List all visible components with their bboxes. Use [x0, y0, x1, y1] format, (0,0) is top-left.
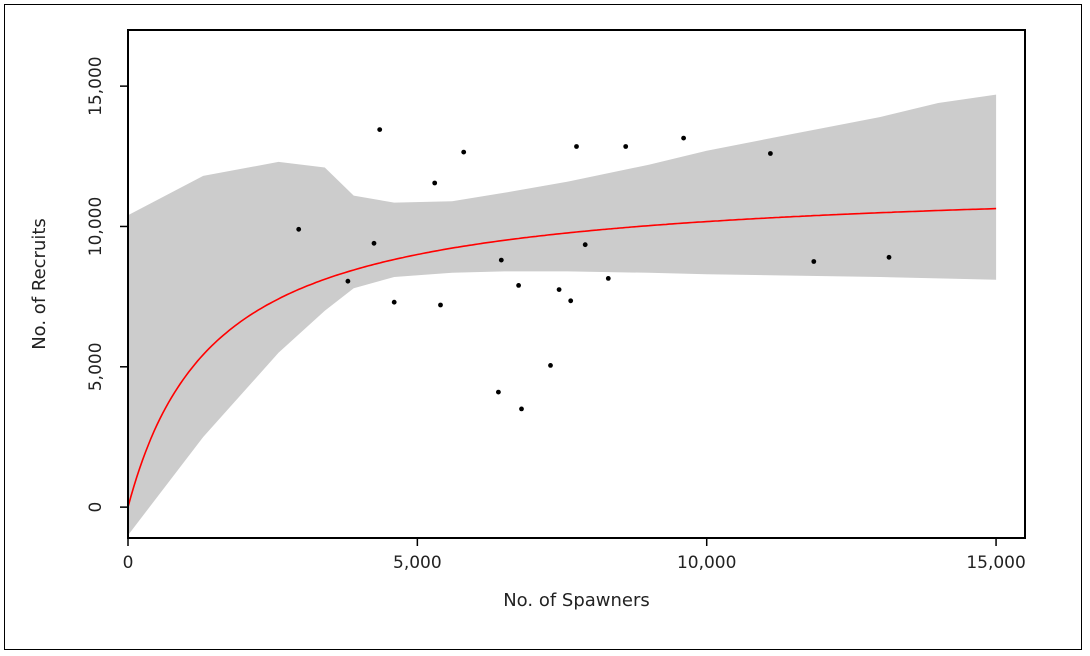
x-tick-label: 5,000 [393, 553, 442, 573]
data-point [461, 149, 467, 155]
data-point [438, 302, 443, 308]
data-point [548, 363, 553, 368]
data-point [623, 144, 629, 149]
axes-layer: 0 5,000 10,000 15,000 0 5,000 10,000 15,000 [86, 56, 1026, 573]
fit-curve [128, 207, 997, 508]
data-point [432, 180, 438, 186]
data-point [582, 242, 588, 248]
confidence-band-layer [128, 94, 997, 536]
fit-curve-layer [128, 207, 997, 508]
data-point [345, 278, 351, 284]
data-point [811, 259, 817, 264]
x-tick-label: 10,000 [677, 553, 736, 573]
plot-box [127, 29, 1026, 539]
data-point [568, 298, 574, 304]
x-axis-title: No. of Spawners [503, 590, 650, 611]
data-point [574, 144, 579, 149]
y-tick-label: 0 [86, 502, 106, 513]
data-point [296, 226, 302, 232]
data-point [681, 135, 686, 141]
data-point [377, 127, 383, 132]
x-tick-label: 15,000 [966, 553, 1025, 573]
y-tick-label: 5,000 [86, 342, 106, 391]
data-point [371, 240, 377, 246]
data-point [516, 283, 521, 288]
data-point [768, 151, 773, 156]
data-point [886, 254, 892, 260]
data-point [498, 257, 504, 263]
y-axis-title: No. of Recruits [29, 218, 50, 350]
y-tick-label: 15,000 [86, 56, 106, 115]
confidence-band [128, 94, 997, 536]
data-point [556, 287, 562, 292]
y-tick-label: 10,000 [86, 197, 106, 256]
data-point [519, 406, 524, 412]
data-point [391, 299, 397, 305]
data-point [605, 276, 611, 281]
scatter-points-layer [296, 127, 892, 412]
x-tick-label: 0 [123, 553, 134, 573]
data-point [496, 389, 501, 395]
